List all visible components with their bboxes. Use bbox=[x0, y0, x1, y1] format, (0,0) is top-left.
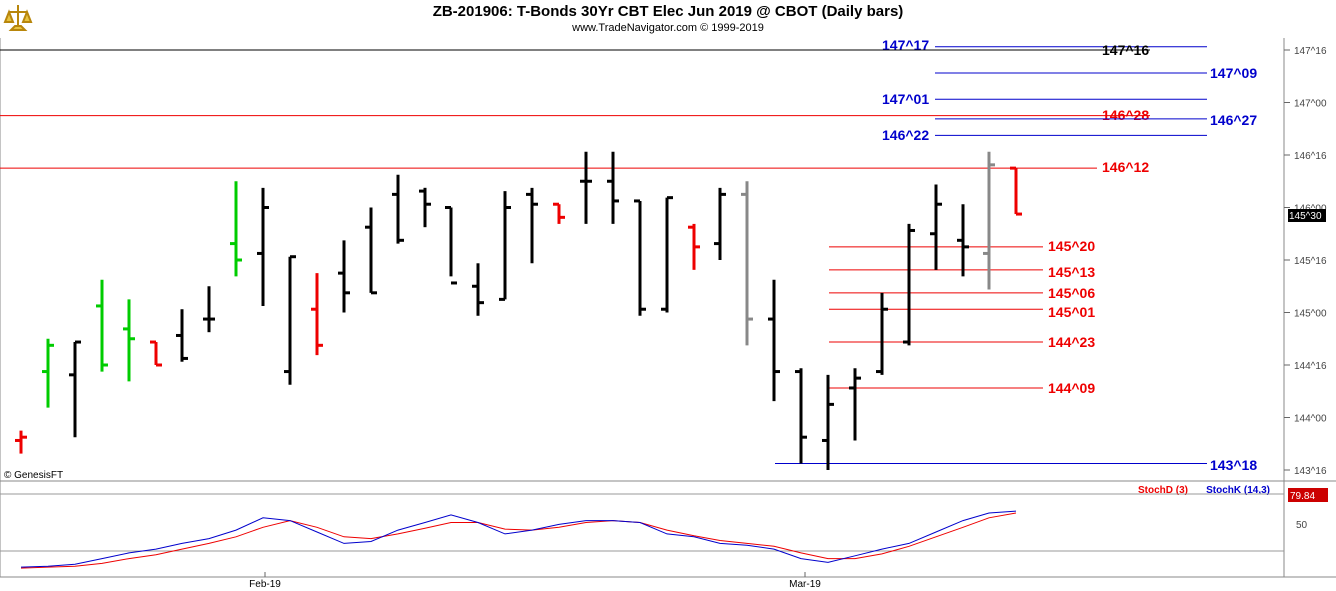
price-tick-label: 144^00 bbox=[1294, 414, 1327, 425]
stoch-d-label: StochD (3) bbox=[1138, 485, 1188, 496]
level-label: 146^12 bbox=[1102, 159, 1149, 175]
ohlc-bar bbox=[123, 299, 135, 382]
stoch-value-badge bbox=[1288, 488, 1328, 502]
chart-title: ZB-201906: T-Bonds 30Yr CBT Elec Jun 201… bbox=[432, 3, 904, 20]
ohlc-bar bbox=[903, 223, 915, 346]
ohlc-bar bbox=[230, 181, 242, 277]
level-label: 147^09 bbox=[1210, 65, 1257, 81]
ohlc-bar bbox=[580, 151, 592, 224]
ohlc-bar bbox=[419, 187, 431, 228]
stoch-k-line bbox=[20, 510, 1017, 568]
stoch-value: 79.84 bbox=[1290, 491, 1315, 502]
level-label: 145^13 bbox=[1048, 264, 1095, 280]
price-tick-label: 147^16 bbox=[1294, 46, 1327, 57]
level-label: 146^28 bbox=[1102, 107, 1149, 123]
price-tick-label: 146^16 bbox=[1294, 151, 1327, 162]
ohlc-bar bbox=[553, 202, 565, 224]
price-tick-label: 143^16 bbox=[1294, 466, 1327, 477]
ohlc-bar bbox=[69, 340, 81, 438]
level-label: 144^09 bbox=[1048, 380, 1095, 396]
ohlc-bar bbox=[714, 187, 726, 260]
ohlc-bar bbox=[822, 374, 834, 470]
price-axis: 147^16147^00146^16146^00145^16145^00144^… bbox=[1284, 46, 1327, 477]
ohlc-bar bbox=[311, 273, 323, 356]
ohlc-bar bbox=[338, 240, 350, 313]
ohlc-bar bbox=[445, 206, 457, 285]
ohlc-bar bbox=[768, 279, 780, 402]
ohlc-bar bbox=[930, 184, 942, 270]
time-tick-label: Mar-19 bbox=[789, 579, 821, 590]
ohlc-bar bbox=[284, 255, 296, 385]
stochastic-pane: StochD (3) StochK (14,3) 79.84 50 bbox=[0, 485, 1328, 569]
ohlc-bar bbox=[176, 309, 188, 362]
ohlc-bar bbox=[365, 207, 377, 295]
ohlc-bar bbox=[150, 340, 162, 367]
ohlc-bar bbox=[661, 196, 673, 313]
ohlc-bar bbox=[688, 223, 700, 270]
last-price: 145^30 bbox=[1289, 211, 1322, 222]
level-label: 145^01 bbox=[1048, 304, 1095, 320]
price-tick-label: 147^00 bbox=[1294, 99, 1327, 110]
level-label: 146^27 bbox=[1210, 112, 1257, 128]
ohlc-bar bbox=[795, 368, 807, 464]
time-axis: Feb-19 Mar-19 bbox=[249, 572, 821, 590]
ohlc-bar bbox=[1010, 166, 1022, 216]
ohlc-bar bbox=[15, 430, 27, 454]
ohlc-bar bbox=[472, 263, 484, 316]
support-resistance-levels: 147^17 147^16 147^09 147^01 146^28 146^27 146^… bbox=[0, 37, 1257, 473]
chart-subtitle: www.TradeNavigator.com © 1999-2019 bbox=[572, 22, 764, 34]
ohlc-bar bbox=[957, 204, 969, 277]
time-tick-label: Feb-19 bbox=[249, 579, 281, 590]
copyright-text: © GenesisFT bbox=[4, 470, 63, 481]
level-label: 147^17 bbox=[882, 37, 929, 53]
price-tick-label: 145^16 bbox=[1294, 256, 1327, 267]
ohlc-bar bbox=[257, 187, 269, 306]
ohlc-bar bbox=[634, 199, 646, 316]
chart-frames bbox=[0, 38, 1336, 578]
stoch-d-line bbox=[20, 512, 1017, 569]
logo-icon bbox=[3, 5, 33, 31]
ohlc-bar bbox=[849, 368, 861, 441]
price-tick-label: 144^16 bbox=[1294, 361, 1327, 372]
ohlc-bar bbox=[607, 151, 619, 224]
ohlc-bar bbox=[499, 191, 511, 301]
last-price-badge bbox=[1288, 209, 1326, 222]
level-label: 145^06 bbox=[1048, 285, 1095, 301]
level-label: 146^22 bbox=[882, 127, 929, 143]
ohlc-bar bbox=[203, 286, 215, 333]
ohlc-bar bbox=[526, 187, 538, 264]
chart-header: ZB-201906: T-Bonds 30Yr CBT Elec Jun 201… bbox=[0, 0, 1336, 38]
level-label: 147^16 bbox=[1102, 42, 1149, 58]
price-tick-label: 145^00 bbox=[1294, 309, 1327, 320]
ohlc-bar bbox=[876, 292, 888, 375]
level-label: 147^01 bbox=[882, 91, 929, 107]
ohlc-bar bbox=[96, 279, 108, 372]
level-label: 144^23 bbox=[1048, 334, 1095, 350]
ohlc-bar bbox=[42, 338, 54, 408]
ohlc-bar bbox=[983, 151, 995, 290]
ohlc-bar bbox=[392, 174, 404, 244]
stoch-tick-50: 50 bbox=[1296, 520, 1308, 531]
stoch-k-label: StochK (14,3) bbox=[1206, 485, 1270, 496]
ohlc-bars bbox=[15, 151, 1022, 470]
level-label: 143^18 bbox=[1210, 457, 1257, 473]
level-label: 145^20 bbox=[1048, 238, 1095, 254]
ohlc-bar bbox=[741, 181, 753, 346]
